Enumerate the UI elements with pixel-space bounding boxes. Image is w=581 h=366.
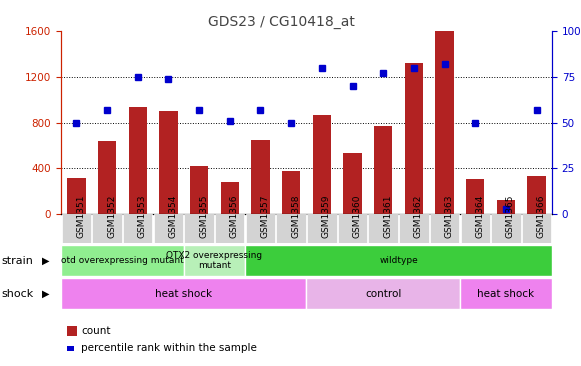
Bar bbox=[307, 214, 336, 243]
Bar bbox=[98, 141, 116, 214]
Text: strain: strain bbox=[2, 256, 34, 266]
Bar bbox=[92, 214, 122, 243]
Text: GSM1351: GSM1351 bbox=[76, 195, 85, 238]
Bar bbox=[313, 115, 331, 214]
Text: ▶: ▶ bbox=[42, 256, 49, 266]
Bar bbox=[184, 214, 214, 243]
Bar bbox=[307, 278, 460, 309]
Bar bbox=[251, 140, 270, 214]
Bar bbox=[461, 214, 490, 243]
Text: GSM1363: GSM1363 bbox=[444, 195, 454, 238]
Bar bbox=[128, 107, 147, 214]
Bar bbox=[245, 245, 552, 276]
Text: GSM1358: GSM1358 bbox=[291, 195, 300, 238]
Bar bbox=[399, 214, 429, 243]
Bar bbox=[528, 176, 546, 214]
Bar bbox=[215, 214, 245, 243]
Text: control: control bbox=[365, 289, 401, 299]
Bar bbox=[277, 214, 306, 243]
Text: GSM1356: GSM1356 bbox=[229, 195, 239, 238]
Text: OTX2 overexpressing
mutant: OTX2 overexpressing mutant bbox=[166, 251, 263, 270]
Text: GSM1354: GSM1354 bbox=[168, 195, 177, 238]
Bar bbox=[159, 111, 178, 214]
Bar bbox=[497, 201, 515, 214]
Bar bbox=[368, 214, 398, 243]
Text: count: count bbox=[81, 326, 111, 336]
Bar bbox=[430, 214, 460, 243]
Bar bbox=[466, 179, 485, 214]
Title: GDS23 / CG10418_at: GDS23 / CG10418_at bbox=[209, 15, 356, 29]
Bar bbox=[61, 278, 307, 309]
Bar bbox=[123, 214, 152, 243]
Bar bbox=[190, 166, 208, 214]
Text: percentile rank within the sample: percentile rank within the sample bbox=[81, 343, 257, 354]
Bar bbox=[62, 214, 91, 243]
Text: GSM1359: GSM1359 bbox=[322, 195, 331, 238]
Text: heat shock: heat shock bbox=[478, 289, 535, 299]
Text: GSM1362: GSM1362 bbox=[414, 195, 423, 238]
Bar bbox=[153, 214, 183, 243]
Text: heat shock: heat shock bbox=[155, 289, 212, 299]
Text: GSM1355: GSM1355 bbox=[199, 195, 208, 238]
Bar bbox=[184, 245, 245, 276]
Bar bbox=[374, 126, 392, 214]
Bar bbox=[343, 153, 362, 214]
Bar bbox=[338, 214, 367, 243]
Bar bbox=[221, 182, 239, 214]
Text: shock: shock bbox=[2, 289, 34, 299]
Text: GSM1360: GSM1360 bbox=[353, 195, 361, 238]
Bar bbox=[404, 63, 423, 214]
Text: GSM1352: GSM1352 bbox=[107, 195, 116, 238]
Bar bbox=[61, 245, 184, 276]
Bar bbox=[246, 214, 275, 243]
Bar bbox=[491, 214, 521, 243]
Text: GSM1366: GSM1366 bbox=[537, 195, 546, 238]
Text: ▶: ▶ bbox=[42, 289, 49, 299]
Text: otd overexpressing mutant: otd overexpressing mutant bbox=[61, 256, 184, 265]
Bar bbox=[435, 31, 454, 214]
Bar bbox=[67, 178, 85, 214]
Bar bbox=[522, 214, 551, 243]
Text: GSM1365: GSM1365 bbox=[506, 195, 515, 238]
Bar bbox=[460, 278, 552, 309]
Bar bbox=[282, 171, 300, 214]
Text: wildtype: wildtype bbox=[379, 256, 418, 265]
Text: GSM1361: GSM1361 bbox=[383, 195, 392, 238]
Text: GSM1364: GSM1364 bbox=[475, 195, 484, 238]
Text: GSM1357: GSM1357 bbox=[260, 195, 270, 238]
Text: GSM1353: GSM1353 bbox=[138, 195, 147, 238]
